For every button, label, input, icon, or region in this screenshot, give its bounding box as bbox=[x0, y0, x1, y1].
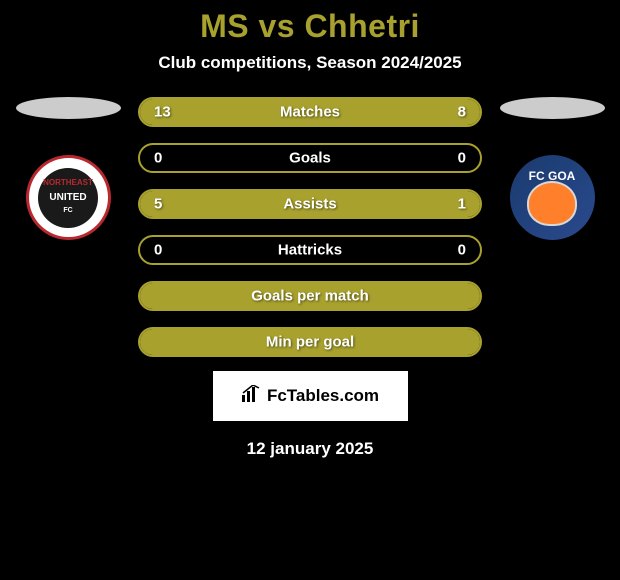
stat-bar-min-per-goal: Min per goal bbox=[138, 327, 482, 357]
stat-bar-assists: 5 1 Assists bbox=[138, 189, 482, 219]
stat-label: Goals bbox=[289, 150, 331, 167]
stat-label: Min per goal bbox=[266, 334, 354, 351]
badge-inner: NORTHEAST UNITED FC bbox=[38, 168, 98, 228]
page-title: MS vs Chhetri bbox=[200, 8, 420, 45]
date-label: 12 january 2025 bbox=[247, 439, 374, 459]
club-badge-fc-goa: FC GOA bbox=[510, 155, 595, 240]
stat-bar-hattricks: 0 0 Hattricks bbox=[138, 235, 482, 265]
stat-value-left: 13 bbox=[154, 104, 171, 121]
attribution-badge: FcTables.com bbox=[213, 371, 408, 421]
subtitle: Club competitions, Season 2024/2025 bbox=[158, 53, 461, 73]
stat-value-right: 8 bbox=[458, 104, 466, 121]
stat-label: Goals per match bbox=[251, 288, 369, 305]
stat-bar-goals: 0 0 Goals bbox=[138, 143, 482, 173]
stat-bar-goals-per-match: Goals per match bbox=[138, 281, 482, 311]
stat-value-left: 0 bbox=[154, 242, 162, 259]
content-row: NORTHEAST UNITED FC 13 8 Matches 0 0 Goals 5 1 A… bbox=[0, 97, 620, 357]
badge-text-bot: FC bbox=[63, 207, 72, 214]
stat-value-right: 1 bbox=[458, 196, 466, 213]
stat-value-left: 5 bbox=[154, 196, 162, 213]
player-left-column: NORTHEAST UNITED FC bbox=[8, 97, 128, 240]
attribution-text: FcTables.com bbox=[267, 386, 379, 406]
club-badge-northeast-united: NORTHEAST UNITED FC bbox=[26, 155, 111, 240]
stat-value-right: 0 bbox=[458, 150, 466, 167]
badge-text-top: NORTHEAST bbox=[43, 178, 93, 187]
player-left-avatar bbox=[16, 97, 121, 119]
player-right-column: FC GOA bbox=[492, 97, 612, 240]
stat-fill-right bbox=[412, 191, 480, 217]
stat-fill-left bbox=[140, 191, 412, 217]
badge-mascot bbox=[527, 181, 577, 226]
comparison-card: MS vs Chhetri Club competitions, Season … bbox=[0, 0, 620, 459]
chart-icon bbox=[241, 385, 263, 408]
stat-label: Assists bbox=[283, 196, 336, 213]
stat-bar-matches: 13 8 Matches bbox=[138, 97, 482, 127]
stats-column: 13 8 Matches 0 0 Goals 5 1 Assists 0 0 Hattricks Goa… bbox=[128, 97, 492, 357]
stat-value-right: 0 bbox=[458, 242, 466, 259]
stat-label: Hattricks bbox=[278, 242, 342, 259]
stat-label: Matches bbox=[280, 104, 340, 121]
stat-value-left: 0 bbox=[154, 150, 162, 167]
badge-text-mid: UNITED bbox=[49, 192, 86, 203]
player-right-avatar bbox=[500, 97, 605, 119]
